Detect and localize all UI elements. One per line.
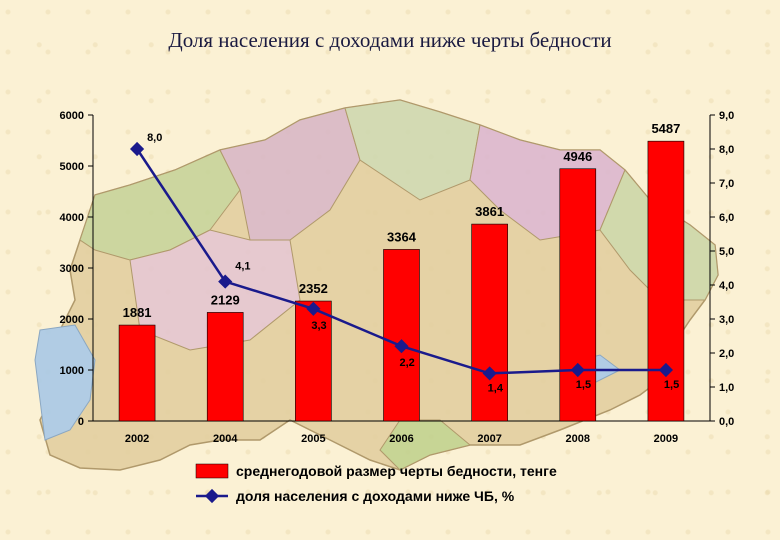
bar-data-label: 3861 xyxy=(475,204,504,219)
legend-swatch-marker xyxy=(204,488,220,504)
right-axis: 0,0 1,0 2,0 3,0 4,0 5,0 6,0 7,0 8,0 9,0 xyxy=(709,110,734,428)
right-axis-tick-label: 9,0 xyxy=(719,110,734,122)
right-axis-tick-label: 5,0 xyxy=(719,246,734,258)
line-series xyxy=(130,141,673,381)
bar xyxy=(383,249,420,422)
line-data-label: 2,2 xyxy=(400,357,415,369)
right-axis-tick-label: 6,0 xyxy=(719,212,734,224)
line-point xyxy=(130,141,145,157)
chart-title: Доля населения с доходами ниже черты бед… xyxy=(168,28,612,52)
bar-data-label: 3364 xyxy=(387,229,417,244)
bar-data-label: 5487 xyxy=(651,121,680,136)
x-axis-tick-label: 2006 xyxy=(389,433,413,445)
x-axis-tick-label: 2005 xyxy=(301,433,325,445)
bar-data-label: 2352 xyxy=(299,281,328,296)
line-data-label: 4,1 xyxy=(235,261,250,273)
legend-label-bar: среднегодовой размер черты бедности, тен… xyxy=(236,463,557,479)
bar-series xyxy=(118,140,685,422)
left-axis-tick-label: 1000 xyxy=(60,365,84,377)
left-axis-tick-label: 4000 xyxy=(60,212,84,224)
x-axis-tick-label: 2007 xyxy=(477,433,501,445)
line-data-label: 1,4 xyxy=(488,382,504,394)
x-axis-tick-label: 2004 xyxy=(213,433,238,445)
line-data-label: 3,3 xyxy=(311,320,326,332)
line-point xyxy=(658,362,673,378)
map-background xyxy=(34,99,719,471)
right-axis-tick-label: 8,0 xyxy=(719,144,734,156)
right-axis-tick-label: 3,0 xyxy=(719,314,734,326)
bar-data-label: 2129 xyxy=(211,292,240,307)
left-axis: 0 1000 2000 3000 4000 5000 6000 xyxy=(60,110,94,428)
line-data-labels: 8,0 4,1 3,3 2,2 1,4 1,5 1,5 xyxy=(147,132,679,394)
bar xyxy=(118,324,156,422)
line-point xyxy=(394,339,409,354)
line-point xyxy=(570,362,585,378)
bar xyxy=(206,312,244,422)
legend: среднегодовой размер черты бедности, тен… xyxy=(195,463,557,504)
bar-data-label: 1881 xyxy=(123,305,152,320)
line-point xyxy=(482,366,497,381)
line-data-label: 1,5 xyxy=(576,379,591,391)
right-axis-tick-label: 4,0 xyxy=(719,280,734,292)
x-axis-tick-label: 2008 xyxy=(566,433,590,445)
bar-data-labels: 1881 2129 2352 3364 3861 4946 5487 xyxy=(123,121,681,320)
line-point xyxy=(218,274,233,289)
bar xyxy=(471,223,508,422)
line-data-label: 1,5 xyxy=(664,379,679,391)
line-data-label: 8,0 xyxy=(147,132,162,144)
right-axis-tick-label: 0,0 xyxy=(719,416,734,428)
x-axis-tick-label: 2009 xyxy=(654,433,678,445)
bar xyxy=(559,168,597,422)
legend-swatch-bar xyxy=(195,463,229,479)
left-axis-tick-label: 5000 xyxy=(60,161,84,173)
left-axis-tick-label: 6000 xyxy=(60,110,84,122)
left-axis-tick-label: 3000 xyxy=(60,263,84,275)
legend-label-line: доля населения с доходами ниже ЧБ, % xyxy=(236,488,515,504)
left-axis-tick-label: 0 xyxy=(78,416,84,428)
left-axis-tick-label: 2000 xyxy=(60,314,84,326)
right-axis-tick-label: 2,0 xyxy=(719,348,734,360)
x-axis-tick-label: 2002 xyxy=(125,433,149,445)
right-axis-tick-label: 7,0 xyxy=(719,178,734,190)
bar-data-label: 4946 xyxy=(563,149,592,164)
bar xyxy=(295,300,332,422)
line-point xyxy=(306,301,321,316)
right-axis-tick-label: 1,0 xyxy=(719,382,734,394)
